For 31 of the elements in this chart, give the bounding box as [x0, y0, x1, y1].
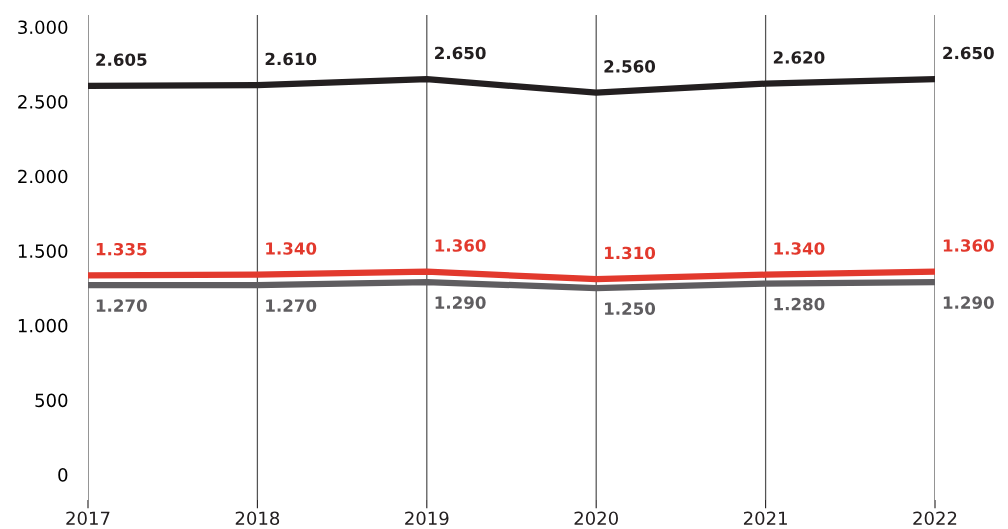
x-tick-label: 2021	[743, 511, 787, 526]
x-tick-label: 2017	[66, 511, 110, 526]
y-tick-label: 2.000	[18, 169, 68, 184]
y-tick-label: 1.000	[18, 318, 68, 333]
data-label: 1.290	[943, 296, 994, 309]
data-label: 2.560	[604, 60, 656, 73]
data-label: 1.360	[943, 239, 994, 252]
y-tick-label: 3.000	[18, 20, 68, 35]
data-label: 2.650	[943, 46, 994, 60]
y-tick-label: 2.500	[18, 95, 68, 109]
y-tick-label: 1.500	[18, 244, 68, 258]
data-label: 1.290	[435, 296, 486, 309]
x-tick-label: 2019	[405, 511, 449, 526]
data-label: 2.610	[265, 52, 317, 66]
data-label: 1.270	[266, 299, 317, 312]
y-tick-label: 0	[58, 468, 68, 482]
data-label: 1.335	[96, 242, 147, 256]
data-label: 2.605	[96, 53, 147, 66]
data-label: 1.360	[435, 239, 486, 252]
data-label: 2.620	[773, 51, 825, 64]
x-tick-label: 2020	[574, 511, 618, 526]
data-label: 2.650	[435, 46, 486, 60]
data-label: 1.280	[774, 297, 825, 311]
data-label: 1.340	[266, 242, 317, 255]
x-tick-label: 2022	[913, 511, 957, 526]
data-label: 1.310	[605, 246, 656, 260]
y-tick-label: 500	[35, 393, 68, 408]
data-label: 1.340	[774, 242, 825, 255]
data-label: 1.250	[605, 302, 656, 315]
data-label: 1.270	[96, 299, 147, 312]
x-tick-label: 2018	[235, 511, 280, 526]
